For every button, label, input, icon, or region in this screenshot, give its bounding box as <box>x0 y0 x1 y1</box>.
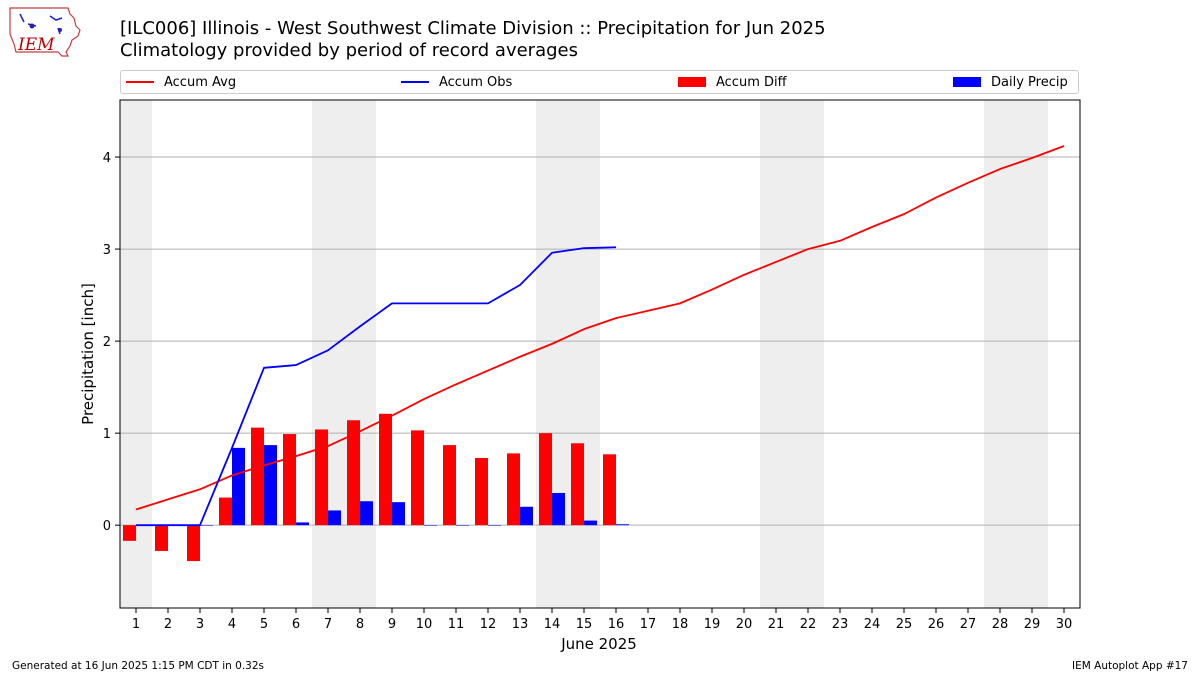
y-tick-label: 1 <box>103 427 111 442</box>
bar-daily-precip <box>360 501 373 526</box>
x-tick-label: 25 <box>896 617 913 632</box>
legend-label-accum-diff: Accum Diff <box>716 74 787 90</box>
bar-accum-diff <box>315 429 328 526</box>
x-tick-label: 13 <box>512 617 529 632</box>
bar-daily-precip <box>296 522 309 526</box>
x-tick-label: 15 <box>576 617 593 632</box>
line-accum-obs <box>136 246 617 527</box>
x-axis-label: June 2025 <box>560 635 637 653</box>
bar-daily-precip <box>328 510 341 526</box>
bar-accum-diff <box>475 457 488 526</box>
bar-accum-diff <box>379 413 392 526</box>
x-tick-label: 10 <box>416 617 433 632</box>
bar-accum-diff <box>411 430 424 526</box>
footer-app: IEM Autoplot App #17 <box>1072 660 1188 672</box>
x-tick-label: 7 <box>324 617 332 632</box>
x-tick-label: 14 <box>544 617 561 632</box>
x-tick-label: 26 <box>928 617 945 632</box>
bar-daily-precip <box>424 525 437 526</box>
logo-text: IEM <box>17 35 55 55</box>
legend-swatch-daily-precip <box>953 77 981 87</box>
legend-item-accum-avg: Accum Avg <box>126 71 236 93</box>
bar-daily-precip <box>392 502 405 526</box>
x-tick-label: 20 <box>736 617 753 632</box>
x-tick-label: 28 <box>992 617 1009 632</box>
bar-daily-precip <box>520 506 533 526</box>
x-tick-label: 1 <box>132 617 140 632</box>
legend-swatch-accum-avg <box>126 81 154 83</box>
weekend-shading <box>120 100 1048 608</box>
lines <box>135 145 1065 527</box>
x-tick-label: 4 <box>228 617 236 632</box>
bar-daily-precip <box>456 525 469 526</box>
x-tick-label: 18 <box>672 617 689 632</box>
y-tick-label: 2 <box>103 335 111 350</box>
x-tick-label: 30 <box>1056 617 1073 632</box>
x-tick-label: 19 <box>704 617 721 632</box>
legend-item-accum-diff: Accum Diff <box>678 71 787 93</box>
y-tick-label: 3 <box>103 243 111 258</box>
x-tick-label: 6 <box>292 617 300 632</box>
bar-accum-diff <box>443 445 456 526</box>
y-gridlines <box>120 156 1080 526</box>
bar-daily-precip <box>552 492 565 526</box>
legend-item-accum-obs: Accum Obs <box>401 71 512 93</box>
legend-item-daily-precip: Daily Precip <box>953 71 1068 93</box>
bar-accum-diff <box>219 497 232 526</box>
y-axis-ticks: 0 1 2 3 4 <box>103 151 120 534</box>
iem-logo: IEM <box>9 7 81 57</box>
legend: Accum Avg Accum Obs Accum Diff Daily Pre… <box>120 70 1079 94</box>
x-tick-label: 21 <box>768 617 785 632</box>
bar-accum-diff <box>283 434 296 526</box>
plot-frame <box>119 99 1081 609</box>
bar-accum-diff <box>155 525 168 551</box>
legend-label-accum-obs: Accum Obs <box>439 74 513 90</box>
x-tick-label: 12 <box>480 617 497 632</box>
legend-swatch-accum-diff <box>678 77 706 87</box>
chart-subtitle: Climatology provided by period of record… <box>120 40 578 61</box>
legend-swatch-accum-obs <box>401 81 429 83</box>
x-tick-label: 27 <box>960 617 977 632</box>
legend-label-accum-avg: Accum Avg <box>164 74 237 90</box>
x-tick-label: 17 <box>640 617 657 632</box>
x-tick-label: 23 <box>832 617 849 632</box>
x-tick-label: 24 <box>864 617 881 632</box>
weekend-band <box>984 100 1048 608</box>
chart-title: [ILC006] Illinois - West Southwest Clima… <box>120 18 826 39</box>
x-axis-ticks: 1 2 3 4 5 6 7 8 9 10 11 12 13 14 15 16 17 18 19 20 21 22 23 24 2… <box>132 608 1072 632</box>
x-tick-label: 11 <box>448 617 465 632</box>
bar-daily-precip <box>584 520 597 526</box>
bar-daily-precip <box>616 524 629 526</box>
weekend-band <box>760 100 824 608</box>
bar-accum-diff <box>507 453 520 526</box>
bar-daily-precip <box>488 525 501 526</box>
x-tick-label: 9 <box>388 617 396 632</box>
bar-accum-diff <box>347 420 360 526</box>
footer-generated: Generated at 16 Jun 2025 1:15 PM CDT in … <box>12 660 265 672</box>
bar-daily-precip <box>200 525 213 526</box>
y-tick-label: 4 <box>103 151 111 166</box>
x-tick-label: 2 <box>164 617 172 632</box>
x-tick-label: 5 <box>260 617 268 632</box>
weekend-band <box>536 100 600 608</box>
bar-accum-diff <box>187 525 200 562</box>
bar-daily-precip <box>232 447 245 526</box>
x-tick-label: 29 <box>1024 617 1041 632</box>
bar-accum-diff <box>251 427 264 526</box>
weekend-band <box>120 100 152 608</box>
bar-accum-diff <box>603 454 616 526</box>
x-tick-label: 22 <box>800 617 817 632</box>
legend-label-daily-precip: Daily Precip <box>991 74 1068 90</box>
x-tick-label: 8 <box>356 617 364 632</box>
bar-accum-diff <box>571 443 584 526</box>
bar-accum-diff <box>539 433 552 526</box>
x-tick-label: 16 <box>608 617 625 632</box>
bar-daily-precip <box>264 445 277 526</box>
y-axis-label: Precipitation [inch] <box>79 283 97 425</box>
x-tick-label: 3 <box>196 617 204 632</box>
bar-accum-diff <box>123 525 136 541</box>
y-tick-label: 0 <box>103 519 111 534</box>
line-accum-avg <box>135 145 1065 511</box>
